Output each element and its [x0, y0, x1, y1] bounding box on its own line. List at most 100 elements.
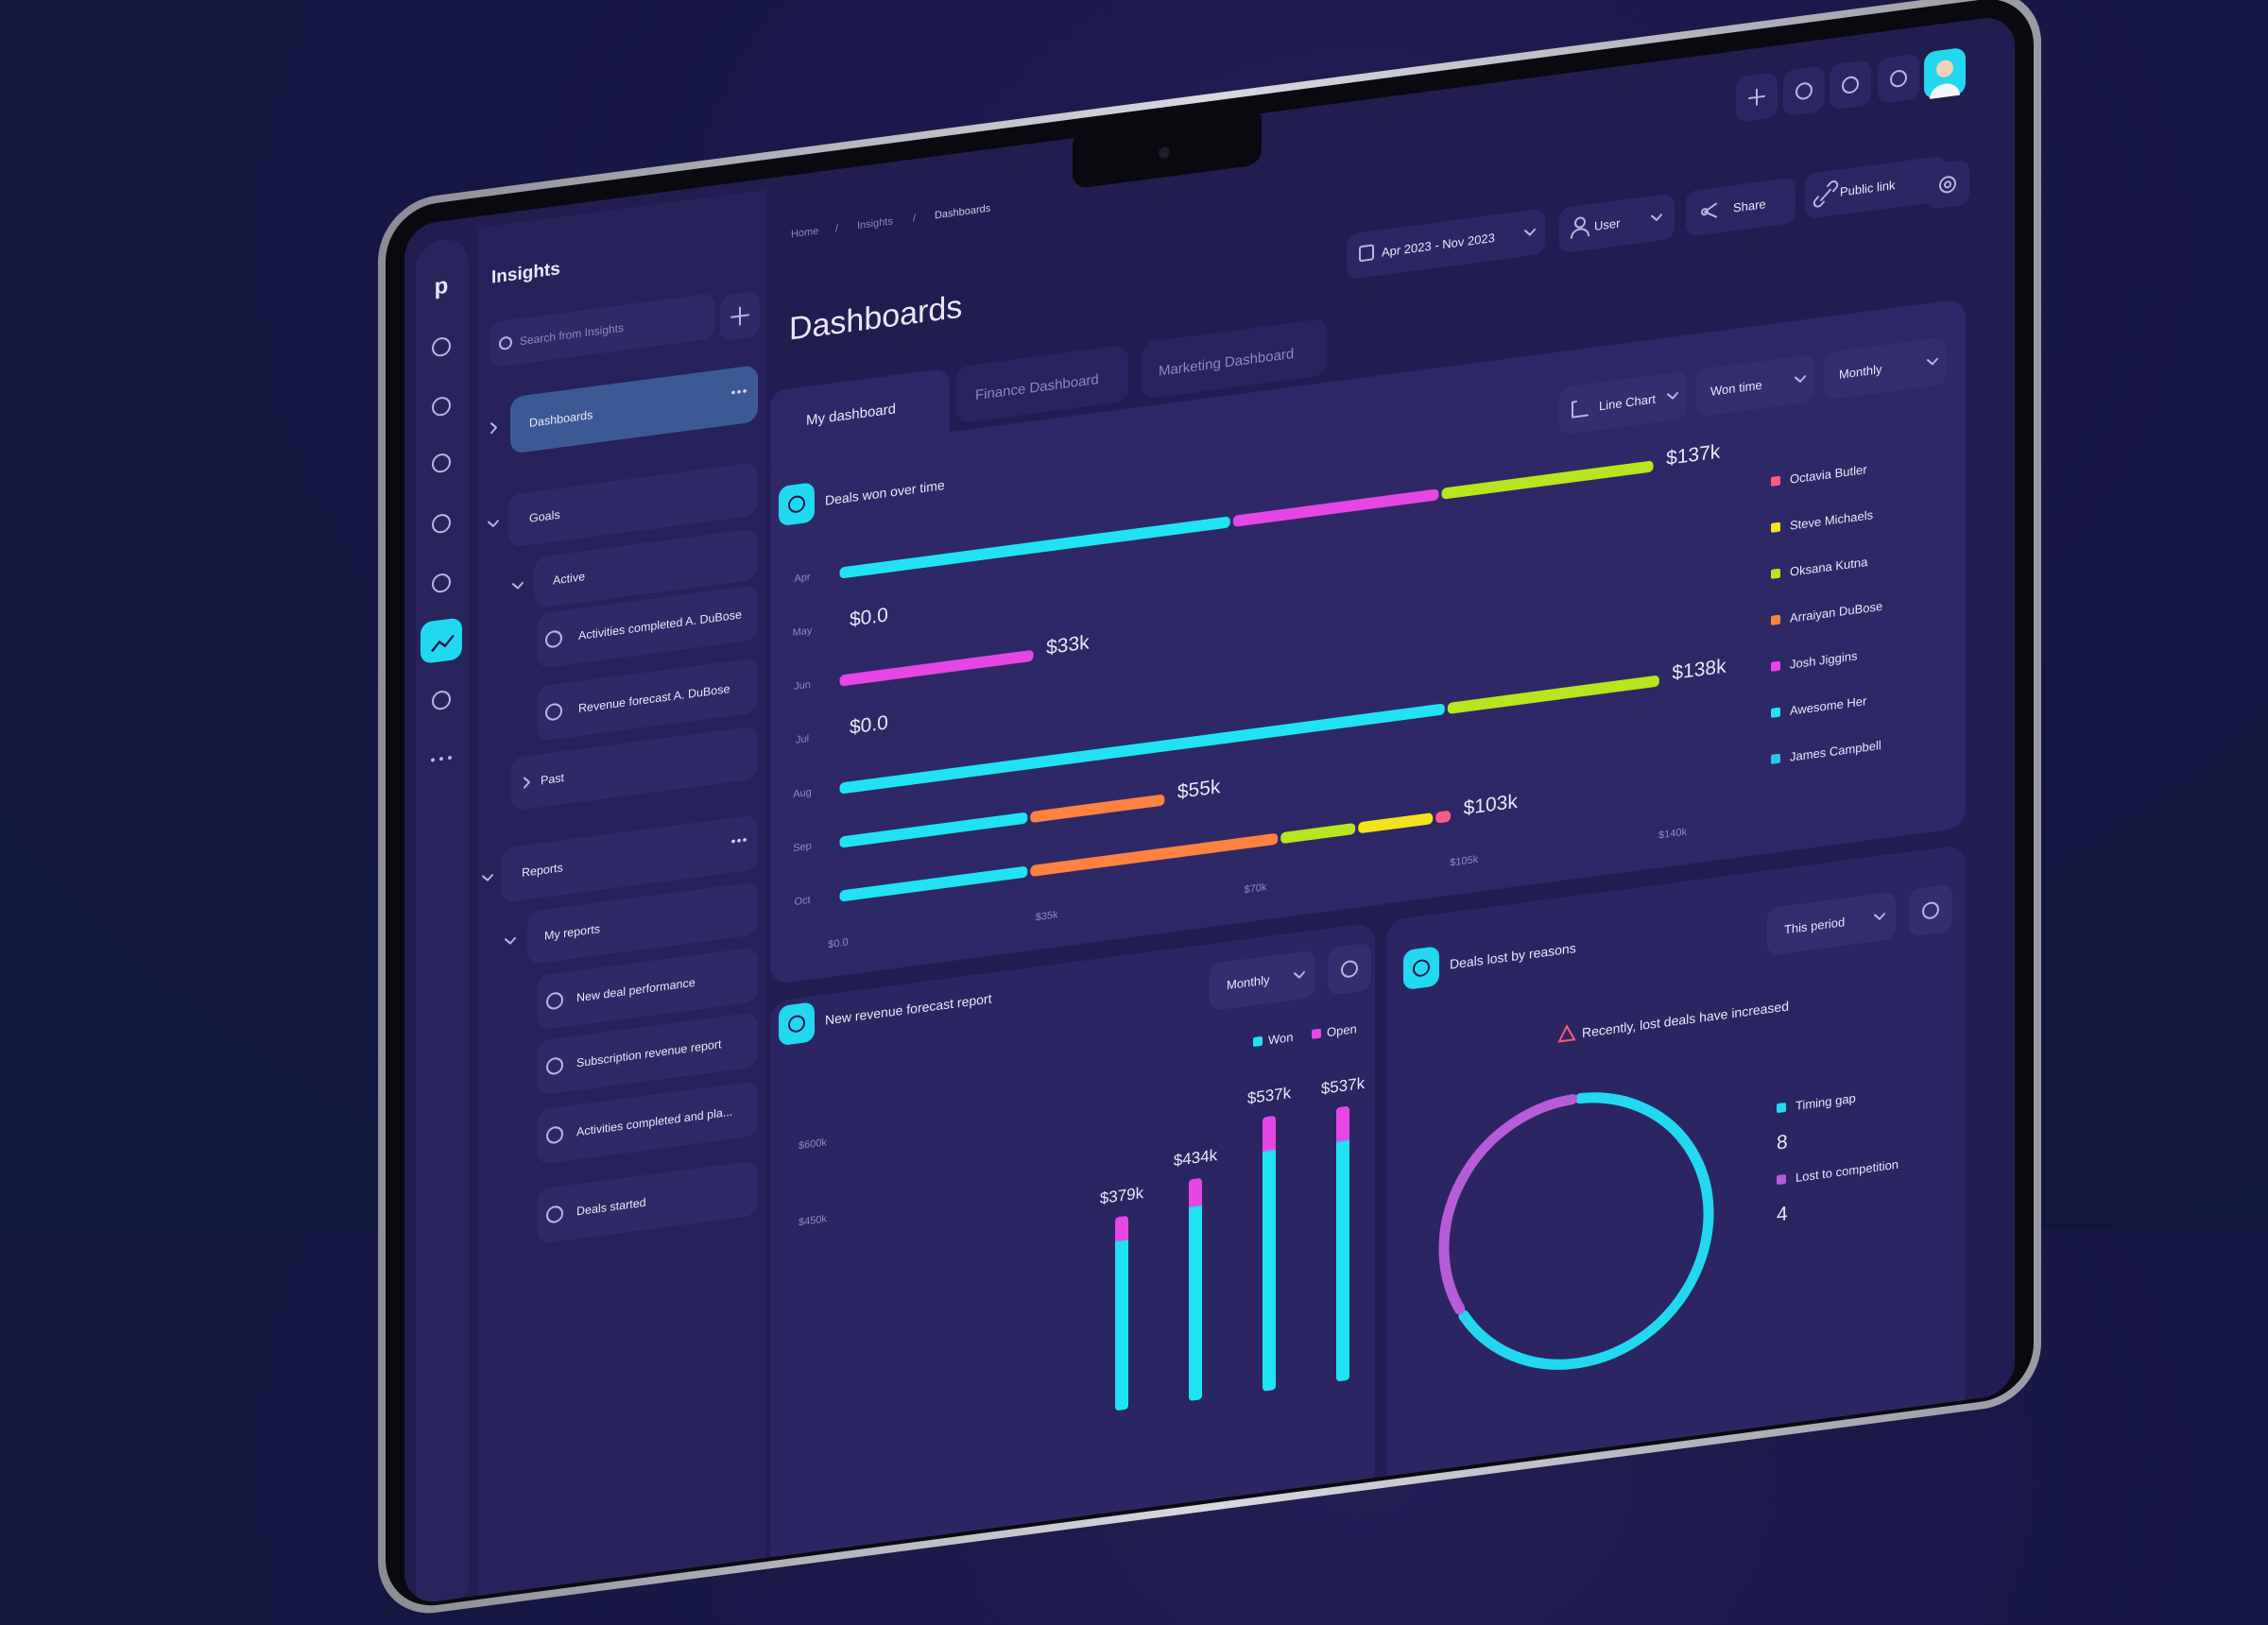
avatar-body [1930, 83, 1960, 99]
sidebar-item[interactable] [510, 726, 758, 811]
tab[interactable] [1142, 318, 1327, 400]
sidebar-item[interactable] [537, 1160, 758, 1244]
nav-icon[interactable] [432, 691, 451, 710]
share-label: Share [1733, 197, 1766, 215]
public-link-button[interactable] [1805, 155, 1947, 219]
chevron [505, 936, 516, 945]
more-dot [737, 838, 741, 843]
bar-total-label: $0.0 [850, 711, 888, 738]
search-box[interactable] [490, 293, 714, 368]
toolbar-icon [1890, 70, 1907, 88]
dropdown[interactable] [1824, 336, 1947, 400]
laptop: p Insights Search from Insights Dashboar… [378, 0, 2041, 1620]
bar [1115, 1216, 1128, 1411]
chart-icon-mark [1413, 959, 1430, 977]
gear-icon [1922, 901, 1939, 919]
bar [1189, 1178, 1202, 1401]
settings-button[interactable] [1909, 884, 1952, 937]
breadcrumb-separator: / [835, 223, 839, 234]
y-tick-label: Oct [794, 895, 810, 908]
sidebar-item[interactable] [508, 462, 758, 548]
camera [1159, 146, 1170, 159]
chart-icon [431, 634, 455, 653]
dropdown[interactable] [1696, 354, 1814, 417]
legend-marker [1771, 753, 1780, 764]
settings-button[interactable] [1328, 943, 1371, 996]
y-tick-label: Jul [796, 733, 809, 746]
toolbar-button[interactable] [1783, 65, 1825, 116]
nav-icon[interactable] [432, 397, 451, 417]
y-tick-label: Jun [794, 679, 811, 693]
bar-segment [1435, 811, 1452, 824]
more-dot [731, 390, 735, 395]
sidebar-item[interactable] [537, 1012, 758, 1096]
tab[interactable] [956, 344, 1128, 423]
bar-segment [839, 812, 1028, 848]
bar-segment [1447, 676, 1659, 714]
breadcrumb[interactable]: Insights [857, 215, 893, 231]
nav-icon[interactable] [432, 573, 451, 593]
sidebar-item[interactable] [534, 528, 758, 608]
bar-segment [839, 650, 1034, 687]
icon-rail [416, 239, 469, 1606]
x-tick-label: $70k [1245, 881, 1267, 896]
share-button[interactable] [1686, 178, 1796, 237]
chart-type-icon [1572, 401, 1589, 419]
toolbar-button[interactable] [1878, 53, 1919, 104]
chevron [1667, 391, 1678, 400]
nav-icon[interactable] [432, 337, 451, 357]
sidebar-item[interactable] [537, 1081, 758, 1165]
dropdown[interactable] [1767, 892, 1896, 956]
bar-segment [1280, 823, 1356, 844]
nav-icon[interactable] [432, 453, 451, 473]
legend-value: 4 [1777, 1203, 1788, 1225]
breadcrumb-separator: / [913, 213, 917, 224]
legend-marker [1253, 1036, 1263, 1047]
dropdown[interactable] [1210, 949, 1315, 1011]
chevron [1874, 913, 1885, 920]
sidebar-item[interactable] [527, 881, 758, 965]
user-dropdown[interactable] [1559, 193, 1675, 253]
nav-icon[interactable] [432, 514, 451, 534]
chart-icon-mark [788, 1015, 805, 1033]
sidebar-item-label: Active [553, 570, 585, 587]
bar-segment [1441, 460, 1654, 500]
plus-icon [730, 306, 749, 326]
x-tick-label: $140k [1658, 827, 1687, 842]
legend-marker [1771, 475, 1780, 487]
chart-icon [779, 483, 815, 525]
chevron [1294, 970, 1305, 979]
dropdown[interactable] [1559, 371, 1687, 436]
sidebar-item[interactable] [501, 814, 758, 903]
sidebar-item[interactable] [537, 585, 758, 669]
y-tick-label: Apr [794, 572, 810, 585]
chevron [512, 581, 524, 590]
toolbar-icon [1842, 76, 1859, 94]
nav-icon-active[interactable] [421, 617, 462, 664]
item-icon [545, 630, 562, 648]
rail-icons [421, 337, 462, 762]
breadcrumb[interactable]: Home [791, 226, 818, 241]
chart-icon [779, 1002, 815, 1045]
settings-button[interactable] [1926, 159, 1969, 210]
sidebar-item[interactable] [537, 947, 758, 1031]
date-picker[interactable] [1347, 208, 1545, 280]
chart-icon-mark [788, 495, 805, 513]
sidebar-item[interactable] [510, 365, 758, 453]
gear-icon [1939, 176, 1956, 194]
toolbar-button[interactable] [1830, 60, 1871, 111]
bar-segment [1030, 795, 1165, 823]
legend-marker [1312, 1028, 1321, 1039]
gear-icon [1341, 960, 1358, 978]
more-dot [731, 839, 735, 844]
top-toolbar [1736, 48, 1966, 122]
bar [1336, 1106, 1349, 1382]
logo: p [435, 273, 449, 300]
y-tick-label: Aug [793, 787, 812, 801]
chevron [482, 874, 493, 881]
legend-label: Won [1268, 1030, 1293, 1047]
sidebar-item[interactable] [537, 658, 758, 742]
item-icon [546, 1206, 563, 1223]
